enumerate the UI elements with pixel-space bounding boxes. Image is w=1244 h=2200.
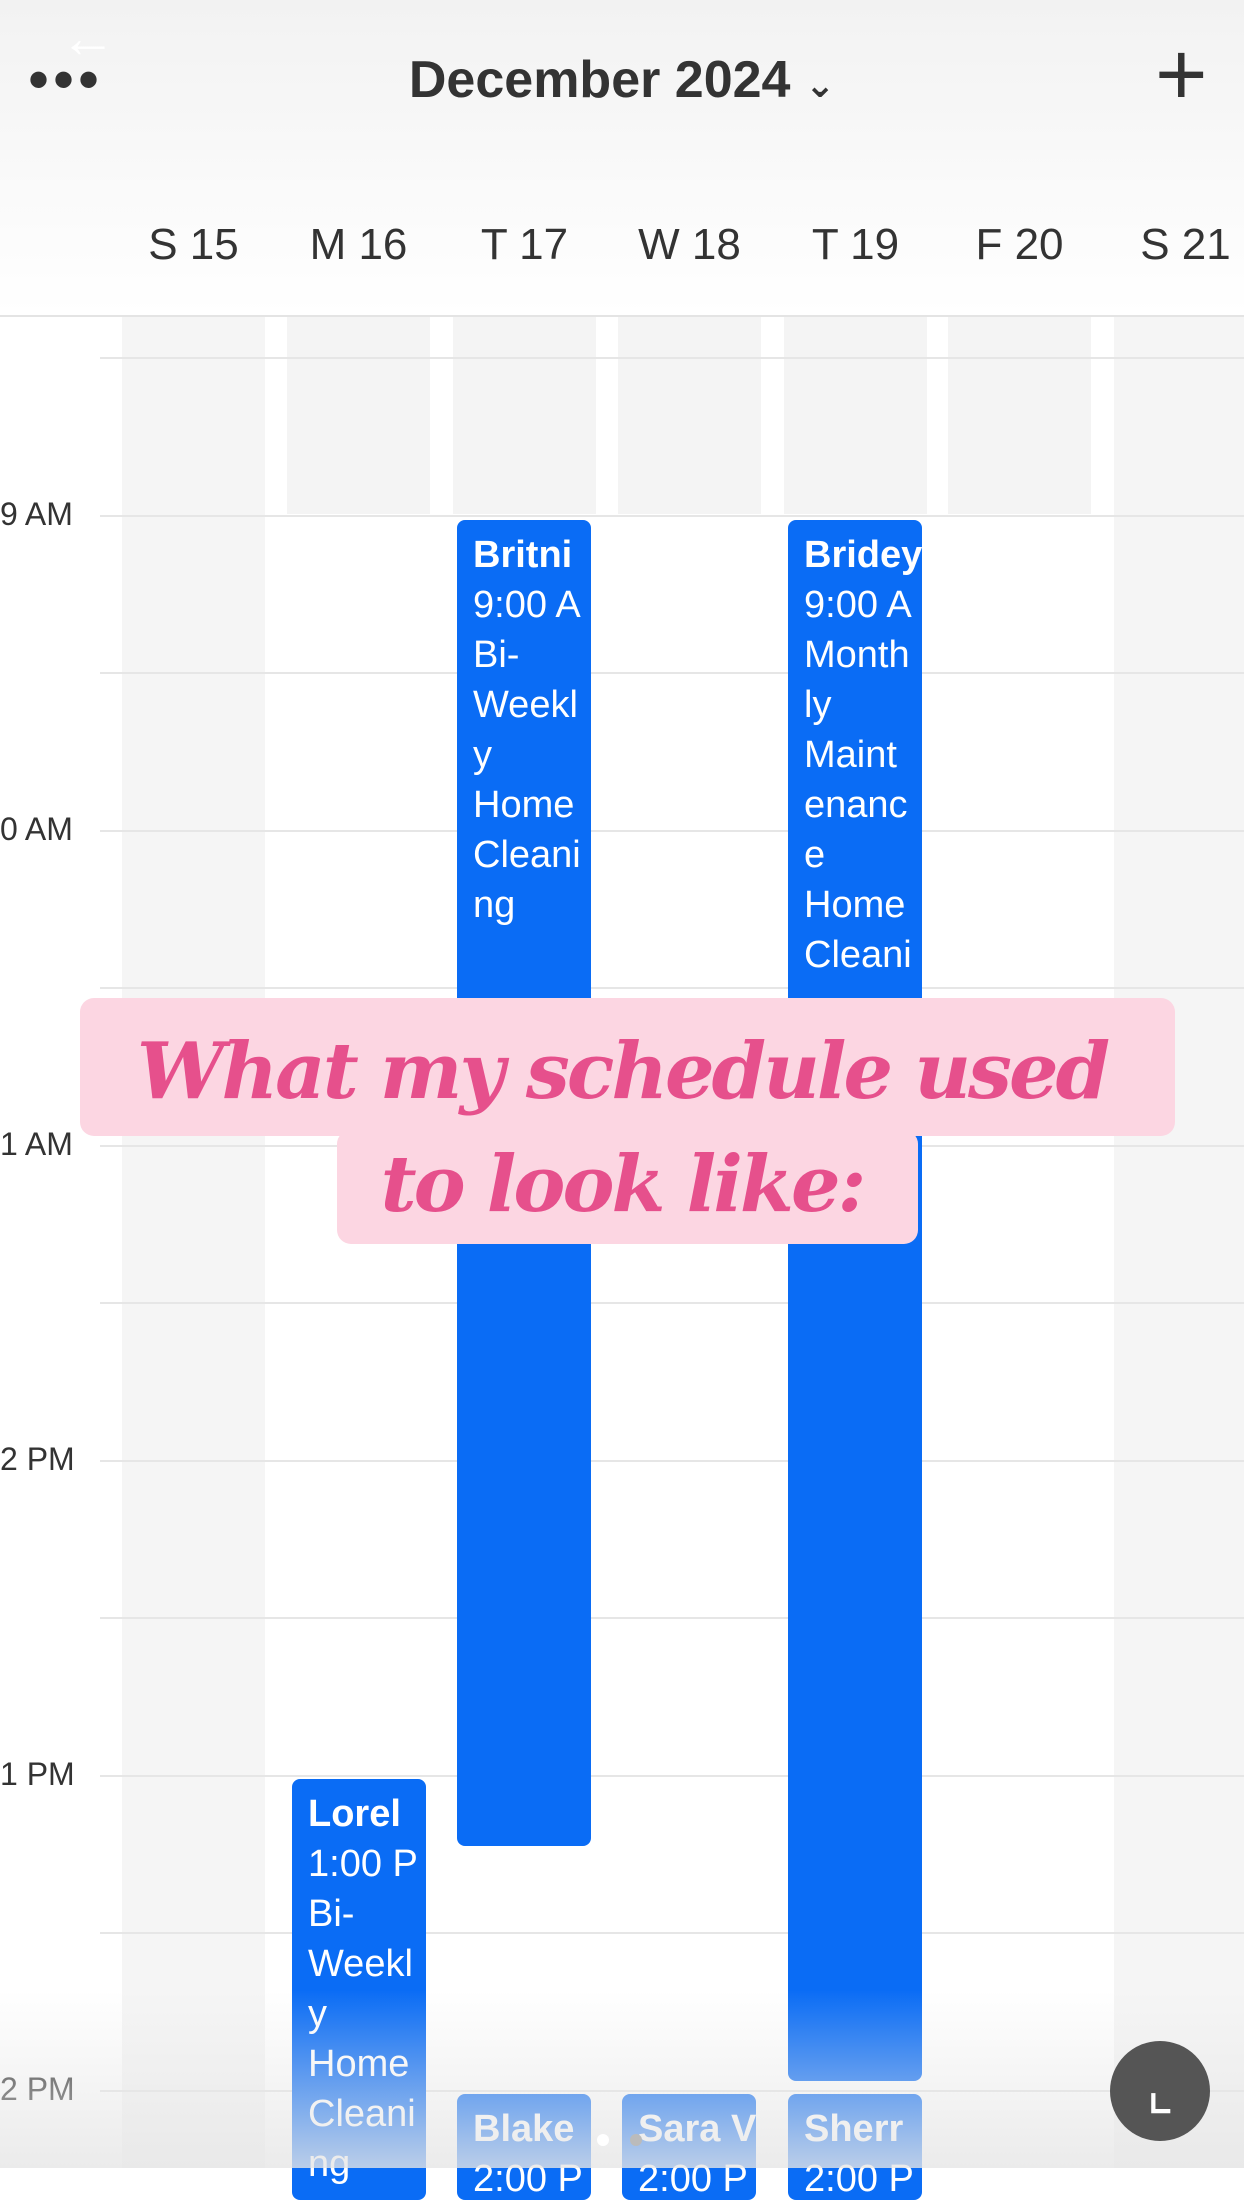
grid-line bbox=[100, 1617, 1244, 1619]
event-detail: ng bbox=[473, 884, 516, 926]
overlay-line: What my schedule used bbox=[136, 1026, 1110, 1117]
overlay-text: What my schedule used to look like: bbox=[0, 1015, 1244, 1241]
page-dot bbox=[630, 2134, 642, 2146]
time-label: 2 PM bbox=[0, 1441, 75, 1477]
event-detail: enanc bbox=[804, 784, 908, 826]
back-arrow[interactable]: ← bbox=[60, 6, 116, 69]
more-menu[interactable]: ••• bbox=[28, 46, 104, 113]
event-detail: e bbox=[804, 834, 826, 876]
day-column bbox=[122, 315, 265, 2168]
overlay-line: to look like: bbox=[380, 1139, 867, 1230]
event-detail: Cleani bbox=[804, 934, 912, 976]
day-label[interactable]: T 19 bbox=[811, 220, 900, 269]
page-dot bbox=[597, 2134, 609, 2146]
event-detail: 9:00 A bbox=[473, 584, 581, 626]
grid-line bbox=[100, 514, 1244, 517]
header-bar bbox=[0, 0, 1244, 317]
overlay-box bbox=[337, 1130, 918, 1244]
event-client: Bridey bbox=[804, 534, 922, 576]
add-button[interactable]: + bbox=[1155, 25, 1208, 125]
time-label: 1 AM bbox=[0, 1126, 73, 1162]
event-detail: Bi- bbox=[308, 1893, 355, 1935]
day-column bbox=[948, 315, 1091, 2168]
day-label[interactable]: M 16 bbox=[309, 220, 408, 269]
grid-line bbox=[100, 987, 1244, 989]
day-label[interactable]: W 18 bbox=[638, 220, 741, 269]
collapse-button[interactable]: ⌞ bbox=[1110, 2041, 1210, 2141]
time-label: 0 AM bbox=[0, 811, 73, 847]
event-detail: Home bbox=[804, 884, 906, 926]
bottom-fade bbox=[0, 1990, 1244, 2168]
event-detail: Month bbox=[804, 634, 910, 676]
event-detail: Bi- bbox=[473, 634, 520, 676]
grid-line bbox=[100, 829, 1244, 832]
event-client: Lorel bbox=[308, 1793, 401, 1835]
event-detail: Maint bbox=[804, 734, 897, 776]
grid-line bbox=[100, 1459, 1244, 1462]
grid-line bbox=[100, 357, 1244, 359]
grid-line bbox=[100, 672, 1244, 674]
time-label: 1 PM bbox=[0, 1756, 75, 1792]
chevron: ⌄ bbox=[804, 64, 836, 105]
event-detail: Weekl bbox=[473, 684, 578, 726]
event-detail: Home bbox=[473, 784, 575, 826]
grid-line bbox=[100, 1774, 1244, 1777]
event-detail: 1:00 P bbox=[308, 1843, 418, 1885]
day-label[interactable]: S 21 bbox=[1140, 220, 1231, 269]
month-title: December 2024 bbox=[408, 51, 791, 109]
event-client: Britni bbox=[473, 534, 573, 576]
event-detail: y bbox=[473, 734, 492, 776]
grid-line bbox=[100, 1302, 1244, 1304]
time-label: 9 AM bbox=[0, 496, 73, 532]
event-detail: Weekl bbox=[308, 1943, 413, 1985]
grid-line bbox=[100, 1932, 1244, 1934]
day-label[interactable]: F 20 bbox=[975, 220, 1064, 269]
day-column bbox=[1114, 315, 1244, 2168]
event-detail: 9:00 A bbox=[804, 584, 912, 626]
event-detail: ly bbox=[804, 684, 832, 726]
day-label[interactable]: T 17 bbox=[480, 220, 569, 269]
event-block[interactable]: Bridey 9:00 A Month ly Maint enanc e Home Cleani bbox=[788, 520, 922, 2081]
overlay-box bbox=[80, 998, 1175, 1136]
event-detail: Cleani bbox=[473, 834, 581, 876]
day-label[interactable]: S 15 bbox=[148, 220, 239, 269]
month-selector[interactable]: December 2024 ⌄ bbox=[0, 50, 1244, 110]
